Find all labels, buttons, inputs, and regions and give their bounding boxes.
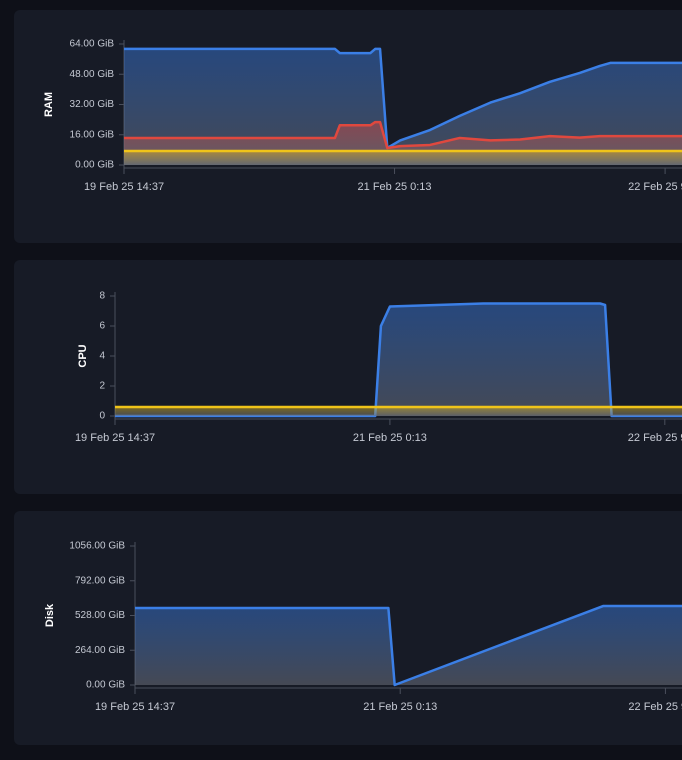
x-tick-label: 21 Feb 25 0:13 <box>358 181 432 193</box>
x-tick-label: 21 Feb 25 0:13 <box>353 432 427 444</box>
y-tick-label: 32.00 GiB <box>70 99 115 110</box>
x-tick-label: 22 Feb 25 9:49 <box>628 701 682 713</box>
x-tick-label: 19 Feb 25 14:37 <box>95 701 175 713</box>
y-tick-label: 64.00 GiB <box>70 39 115 50</box>
y-tick-label: 0 <box>99 411 105 422</box>
series-area <box>135 606 682 685</box>
y-tick-label: 0.00 GiB <box>86 680 125 691</box>
x-tick-label: 21 Feb 25 0:13 <box>363 701 437 713</box>
y-tick-label: 2 <box>99 381 105 392</box>
x-tick-label: 22 Feb 25 9:49 <box>628 181 682 193</box>
series-area <box>115 407 682 416</box>
series-line <box>135 604 682 687</box>
y-tick-label: 48.00 GiB <box>70 69 115 80</box>
series-area <box>115 303 682 416</box>
y-axis-title: Disk <box>44 603 56 627</box>
y-tick-label: 0.00 GiB <box>75 160 114 171</box>
series-line <box>124 47 682 150</box>
x-tick-label: 19 Feb 25 14:37 <box>84 181 164 193</box>
series-line <box>124 120 682 150</box>
y-axis-title: RAM <box>43 92 55 117</box>
y-tick-label: 1056.00 GiB <box>69 541 125 552</box>
y-tick-label: 528.00 GiB <box>75 610 125 621</box>
y-tick-label: 8 <box>99 291 105 302</box>
series-area <box>124 151 682 165</box>
y-tick-label: 264.00 GiB <box>75 645 125 656</box>
x-tick-label: 22 Feb 25 9:49 <box>628 432 682 444</box>
y-tick-label: 6 <box>99 321 105 332</box>
series-line <box>115 302 682 418</box>
y-tick-label: 16.00 GiB <box>70 129 115 140</box>
y-tick-label: 792.00 GiB <box>75 575 125 586</box>
y-tick-label: 4 <box>99 351 105 362</box>
y-axis-title: CPU <box>77 344 89 367</box>
x-tick-label: 19 Feb 25 14:37 <box>75 432 155 444</box>
